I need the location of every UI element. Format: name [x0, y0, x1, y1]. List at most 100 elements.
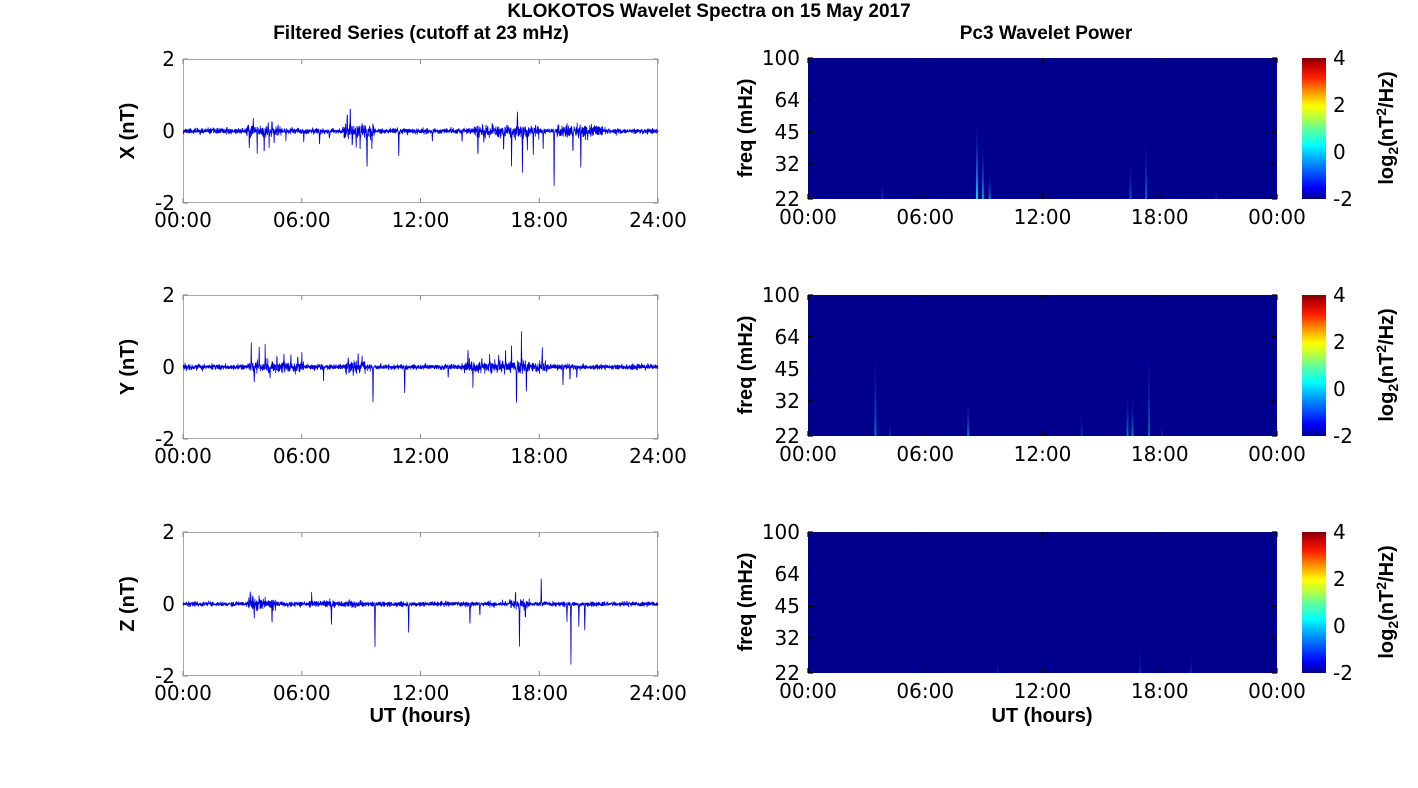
- x-tick-label: 00:00: [1248, 205, 1306, 229]
- colorbar: [1302, 532, 1326, 673]
- freq-tick-label: 100: [761, 46, 800, 70]
- colorbar-label-sup: 2: [1373, 581, 1389, 590]
- freq-tick-label: 32: [774, 626, 800, 651]
- freq-tick-label: 64: [774, 561, 800, 586]
- colorbar-label-sub: 2: [1385, 146, 1401, 155]
- colorbar-label-text: log: [1376, 391, 1398, 422]
- colorbar-label-text: (nT: [1376, 352, 1398, 384]
- x-tick-label: 18:00: [510, 444, 569, 468]
- series-canvas: [182, 531, 659, 677]
- colorbar-label-text: /Hz): [1376, 308, 1398, 345]
- freq-tick-label: 32: [774, 152, 800, 177]
- wavelet-z-ylabel: freq (mHz): [735, 552, 757, 652]
- colorbar-tick-label: 4: [1333, 46, 1346, 70]
- colorbar-label-sub: 2: [1385, 383, 1401, 392]
- colorbar-label: log2(nT2/Hz): [1371, 545, 1403, 658]
- freq-tick-label: 45: [774, 357, 800, 382]
- colorbar-label-sup: 2: [1373, 107, 1389, 116]
- x-tick-label: 06:00: [272, 681, 331, 705]
- colorbar-label-text: (nT: [1376, 589, 1398, 621]
- x-tick-label: 00:00: [1248, 442, 1306, 466]
- colorbar-tick-label: 0: [1333, 614, 1346, 638]
- colorbar-tick-label: 2: [1333, 93, 1346, 117]
- x-tick-label: 06:00: [272, 208, 331, 232]
- series-y-plot: [182, 294, 659, 440]
- x-tick-label: 12:00: [391, 444, 450, 468]
- wavelet-x-plot: [807, 57, 1278, 200]
- freq-tick-label: 22: [774, 187, 800, 211]
- x-tick-label: 24:00: [629, 208, 687, 232]
- wavelet-canvas: [807, 531, 1278, 674]
- colorbar-label-text: log: [1376, 628, 1398, 659]
- x-tick-label: 00:00: [1248, 679, 1306, 703]
- freq-tick-label: 32: [774, 389, 800, 414]
- freq-tick-label: 22: [774, 424, 800, 448]
- colorbar-tick-label: 2: [1333, 567, 1346, 591]
- series-x-ylabel: X (nT): [117, 102, 139, 160]
- y-tick-label: 0: [162, 355, 175, 379]
- series-xlabel: UT (hours): [369, 705, 471, 727]
- freq-tick-label: 45: [774, 120, 800, 145]
- x-tick-label: 18:00: [510, 208, 569, 232]
- wavelet-y-plot: [807, 294, 1278, 437]
- y-tick-label: 2: [162, 283, 175, 307]
- x-tick-label: 06:00: [896, 205, 955, 229]
- x-tick-label: 00:00: [779, 205, 837, 229]
- wavelet-x-ylabel: freq (mHz): [735, 78, 757, 178]
- x-tick-label: 24:00: [629, 681, 687, 705]
- x-tick-label: 18:00: [1130, 205, 1189, 229]
- colorbar-label-text: /Hz): [1376, 545, 1398, 582]
- x-tick-label: 18:00: [1130, 679, 1189, 703]
- freq-tick-label: 64: [774, 324, 800, 349]
- series-canvas: [182, 58, 659, 204]
- colorbar-tick-label: 4: [1333, 283, 1346, 307]
- series-y-ylabel: Y (nT): [117, 338, 139, 396]
- wavelet-canvas: [807, 294, 1278, 437]
- x-tick-label: 00:00: [154, 208, 212, 232]
- x-tick-label: 12:00: [391, 208, 450, 232]
- x-tick-label: 06:00: [272, 444, 331, 468]
- freq-tick-label: 22: [774, 661, 800, 685]
- colorbar-label-text: (nT: [1376, 115, 1398, 147]
- freq-tick-label: 100: [761, 520, 800, 544]
- y-tick-label: 2: [162, 520, 175, 544]
- series-z-plot: [182, 531, 659, 677]
- wavelet-canvas: [807, 57, 1278, 200]
- y-tick-label: 2: [162, 47, 175, 71]
- colorbar-tick-label: 2: [1333, 330, 1346, 354]
- colorbar-tick-label: -2: [1333, 661, 1353, 685]
- figure-title: KLOKOTOS Wavelet Spectra on 15 May 2017: [507, 1, 911, 22]
- colorbar-tick-label: -2: [1333, 424, 1353, 448]
- series-x-plot: [182, 58, 659, 204]
- colorbar-tick-label: 0: [1333, 377, 1346, 401]
- y-tick-label: -2: [155, 664, 175, 688]
- x-tick-label: 00:00: [779, 679, 837, 703]
- x-tick-label: 12:00: [1013, 679, 1072, 703]
- freq-tick-label: 100: [761, 283, 800, 307]
- y-tick-label: -2: [155, 427, 175, 451]
- colorbar-label: log2(nT2/Hz): [1371, 71, 1403, 184]
- right-column-title: Pc3 Wavelet Power: [959, 23, 1133, 44]
- x-tick-label: 12:00: [391, 681, 450, 705]
- x-tick-label: 24:00: [629, 444, 687, 468]
- freq-tick-label: 45: [774, 594, 800, 619]
- series-canvas: [182, 294, 659, 440]
- colorbar: [1302, 58, 1326, 199]
- y-tick-label: -2: [155, 191, 175, 215]
- x-tick-label: 18:00: [1130, 442, 1189, 466]
- x-tick-label: 00:00: [779, 442, 837, 466]
- colorbar-label-text: /Hz): [1376, 71, 1398, 108]
- wavelet-xlabel: UT (hours): [991, 705, 1093, 727]
- colorbar-tick-label: 4: [1333, 520, 1346, 544]
- x-tick-label: 00:00: [154, 444, 212, 468]
- colorbar-label-text: log: [1376, 154, 1398, 185]
- x-tick-label: 12:00: [1013, 205, 1072, 229]
- colorbar-label: log2(nT2/Hz): [1371, 308, 1403, 421]
- colorbar-label-sup: 2: [1373, 344, 1389, 353]
- wavelet-y-ylabel: freq (mHz): [735, 315, 757, 415]
- y-tick-label: 0: [162, 592, 175, 616]
- series-z-ylabel: Z (nT): [117, 576, 139, 632]
- colorbar-label-sub: 2: [1385, 620, 1401, 629]
- x-tick-label: 06:00: [896, 442, 955, 466]
- colorbar: [1302, 295, 1326, 436]
